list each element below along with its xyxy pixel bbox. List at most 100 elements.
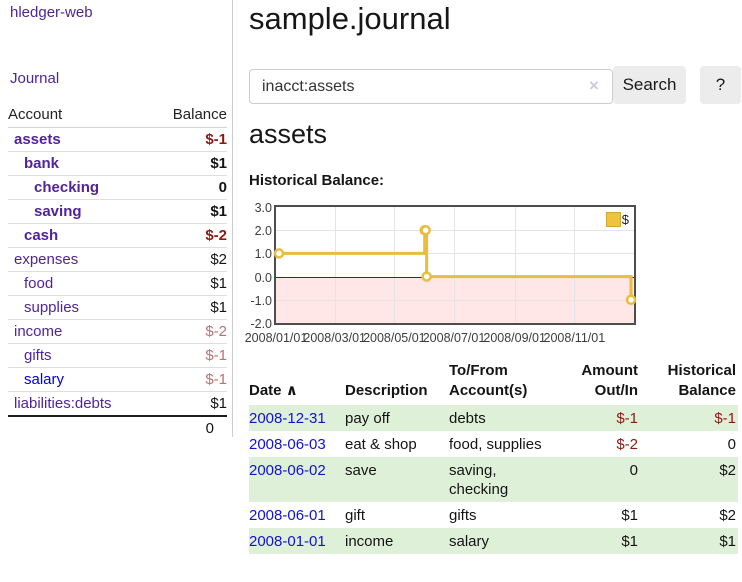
x-gridline (574, 207, 575, 323)
cell-amount: $-2 (616, 436, 638, 453)
sidebar-account-link[interactable]: assets (14, 131, 61, 148)
cell-description: gift (345, 507, 366, 524)
nav-journal-link[interactable]: Journal (10, 70, 60, 87)
account-balance: $1 (151, 151, 227, 176)
transaction-date-link[interactable]: 2008-06-02 (249, 462, 326, 479)
header-amount: Amount Out/In (581, 362, 638, 399)
register-table-header: Date ∧ Description To/From Account(s) Amo… (249, 361, 738, 405)
y-axis-tick-label: -1.0 (250, 293, 272, 308)
account-cell: expenses (8, 247, 152, 272)
cell-balance: $2 (719, 462, 736, 479)
search-button[interactable]: Search (613, 66, 686, 104)
sidebar-account-link[interactable]: income (14, 323, 63, 340)
cell-balance: $-1 (714, 410, 736, 427)
cell-date: 2008-12-31 (249, 405, 345, 431)
account-row: saving $1 (8, 199, 227, 224)
account-row: liabilities:debts $1 (8, 391, 227, 417)
account-row: salary $-1 (8, 367, 227, 392)
account-balance: $-1 (151, 343, 227, 368)
account-balance: $1 (151, 271, 227, 296)
x-gridline (394, 207, 395, 323)
y-axis-tick-label: 1.0 (254, 247, 272, 262)
cell-description: income (345, 533, 394, 550)
sidebar-account-link[interactable]: bank (24, 155, 60, 172)
account-balance: $-2 (151, 223, 227, 248)
x-axis-tick-label: 2008/09/01 (483, 331, 546, 345)
sidebar-account-link[interactable]: gifts (24, 347, 52, 364)
data-point-marker (625, 294, 637, 306)
header-date[interactable]: Date ∧ (249, 382, 298, 399)
x-gridline (515, 207, 516, 323)
account-row: assets $-1 (8, 127, 227, 152)
cell-amount: $1 (621, 507, 638, 524)
accounts-table-header: Account Balance (8, 103, 227, 128)
sidebar-account-link[interactable]: saving (34, 203, 82, 220)
y-axis-tick-label: 0.0 (254, 270, 272, 285)
account-cell: salary (8, 367, 152, 392)
sidebar: hledger-web Journal Account Balance asse… (0, 0, 233, 440)
sidebar-account-link[interactable]: liabilities:debts (14, 395, 112, 412)
x-axis-tick-label: 2008/07/01 (422, 331, 486, 345)
cell-date: 2008-06-01 (249, 502, 345, 528)
account-row: expenses $2 (8, 247, 227, 272)
chart-plot-area: 3.0 2.0 1.0 0.0 -1.0 -2.0 2008/01/01 2008/03/01… (245, 201, 637, 345)
brand-link[interactable]: hledger-web (10, 4, 93, 21)
cell-balance: 0 (727, 436, 736, 453)
register-table: Date ∧ Description To/From Account(s) Amo… (249, 361, 738, 554)
sidebar-account-link[interactable]: cash (24, 227, 59, 244)
header-balance: Historical Balance (667, 362, 736, 399)
cell-date: 2008-06-03 (249, 431, 345, 457)
cell-accounts: debts (449, 410, 486, 427)
table-row: 2008-01-01 income salary $1 $1 (249, 528, 738, 554)
page-title: sample.journal (249, 1, 451, 36)
account-cell: cash (8, 223, 152, 248)
y-gridline (276, 300, 634, 301)
cell-balance: $1 (719, 533, 736, 550)
account-row: supplies $1 (8, 295, 227, 320)
cell-description: pay off (345, 410, 390, 427)
transaction-date-link[interactable]: 2008-12-31 (249, 410, 326, 427)
chart-title: Historical Balance: (249, 172, 385, 189)
header-description: Description (345, 382, 428, 399)
cell-date: 2008-06-02 (249, 457, 345, 502)
search-input[interactable] (249, 69, 613, 104)
y-axis-tick-label: 2.0 (254, 224, 272, 239)
y-axis-tick-label: 3.0 (254, 201, 272, 215)
header-tofrom: To/From Account(s) (449, 362, 528, 399)
transaction-date-link[interactable]: 2008-01-01 (249, 533, 326, 550)
account-row: cash $-2 (8, 223, 227, 248)
x-axis-tick-label: 2008/05/01 (363, 331, 426, 345)
account-cell: saving (8, 199, 152, 224)
help-button[interactable]: ? (700, 66, 741, 104)
x-gridline (454, 207, 455, 323)
accounts-total-spacer (8, 415, 152, 440)
account-cell: assets (8, 127, 152, 152)
account-balance: $-1 (151, 127, 227, 152)
account-cell: checking (8, 175, 152, 200)
account-balance: $1 (151, 295, 227, 320)
transaction-date-link[interactable]: 2008-06-01 (249, 507, 326, 524)
account-cell: gifts (8, 343, 152, 368)
legend-swatch (605, 212, 621, 227)
y-axis-tick-label: -2.0 (250, 317, 272, 331)
x-gridline (335, 207, 336, 323)
sidebar-account-link[interactable]: checking (34, 179, 100, 196)
sidebar-account-link[interactable]: food (24, 275, 54, 292)
account-cell: bank (8, 151, 152, 176)
clear-search-icon[interactable]: × (589, 76, 599, 95)
table-row: 2008-06-03 eat & shop food, supplies $-2 0 (249, 431, 738, 457)
sidebar-account-link[interactable]: salary (24, 371, 65, 388)
transaction-date-link[interactable]: 2008-06-03 (249, 436, 326, 453)
account-cell: liabilities:debts (8, 391, 152, 417)
account-balance: $1 (151, 391, 227, 417)
cell-description: save (345, 462, 377, 479)
sidebar-account-link[interactable]: supplies (24, 299, 80, 316)
sidebar-account-link[interactable]: expenses (14, 251, 79, 268)
accounts-header-account: Account (8, 103, 152, 128)
register-account-heading: assets (249, 119, 328, 149)
data-point-marker (273, 248, 285, 259)
cell-balance: $2 (719, 507, 736, 524)
account-balance: 0 (151, 175, 227, 200)
account-row: checking 0 (8, 175, 227, 200)
x-axis-tick-label: 2008/11/01 (543, 331, 606, 345)
